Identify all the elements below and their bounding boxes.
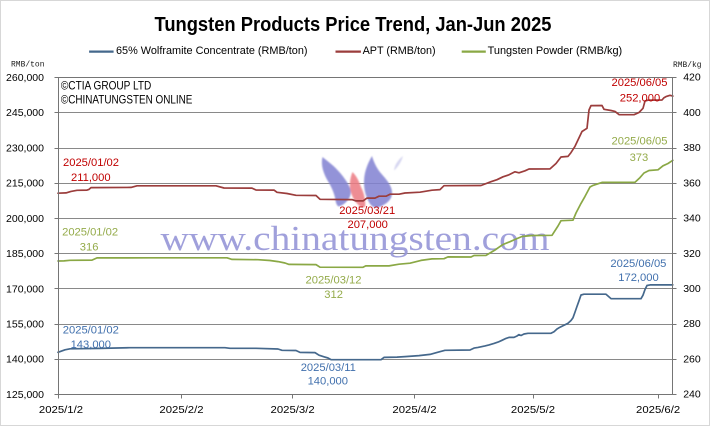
svg-text:312: 312 bbox=[324, 289, 343, 301]
svg-text:360: 360 bbox=[683, 177, 701, 189]
svg-text:155,000: 155,000 bbox=[6, 319, 44, 331]
svg-text:65% Wolframite Concentrate (RM: 65% Wolframite Concentrate (RMB/ton) bbox=[116, 45, 308, 57]
svg-text:200,000: 200,000 bbox=[6, 213, 44, 225]
svg-text:2025/5/2: 2025/5/2 bbox=[511, 404, 555, 416]
svg-text:140,000: 140,000 bbox=[308, 376, 348, 388]
svg-text:RMB/kg: RMB/kg bbox=[673, 60, 702, 70]
svg-text:2025/03/12: 2025/03/12 bbox=[306, 275, 362, 287]
svg-text:300: 300 bbox=[683, 283, 701, 295]
svg-text:280: 280 bbox=[683, 318, 701, 330]
svg-text:2025/01/02: 2025/01/02 bbox=[63, 324, 119, 336]
svg-text:2025/2/2: 2025/2/2 bbox=[159, 404, 203, 416]
svg-text:185,000: 185,000 bbox=[6, 248, 44, 260]
svg-text:125,000: 125,000 bbox=[6, 389, 44, 401]
svg-text:RMB/ton: RMB/ton bbox=[11, 59, 45, 69]
svg-text:170,000: 170,000 bbox=[6, 283, 44, 295]
svg-text:2025/3/2: 2025/3/2 bbox=[271, 404, 315, 416]
svg-text:207,000: 207,000 bbox=[347, 219, 387, 231]
svg-text:2025/03/11: 2025/03/11 bbox=[301, 362, 356, 374]
svg-text:211,000: 211,000 bbox=[71, 172, 111, 184]
svg-text:320: 320 bbox=[683, 248, 701, 260]
svg-text:140,000: 140,000 bbox=[6, 354, 44, 366]
svg-text:260,000: 260,000 bbox=[6, 72, 44, 84]
svg-text:316: 316 bbox=[80, 241, 99, 253]
svg-text:2025/06/05: 2025/06/05 bbox=[612, 136, 668, 148]
svg-text:373: 373 bbox=[630, 152, 649, 164]
svg-text:400: 400 bbox=[683, 107, 701, 119]
svg-text:2025/6/2: 2025/6/2 bbox=[636, 404, 680, 416]
svg-text:380: 380 bbox=[683, 142, 701, 154]
svg-text:2025/1/2: 2025/1/2 bbox=[39, 404, 83, 416]
svg-text:Tungsten Powder (RMB/kg): Tungsten Powder (RMB/kg) bbox=[488, 45, 623, 57]
svg-text:©CTIA GROUP LTD: ©CTIA GROUP LTD bbox=[61, 79, 152, 93]
svg-text:245,000: 245,000 bbox=[6, 107, 44, 119]
svg-text:©CHINATUNGSTEN ONLINE: ©CHINATUNGSTEN ONLINE bbox=[61, 92, 193, 106]
svg-text:2025/03/21: 2025/03/21 bbox=[339, 205, 395, 217]
svg-text:340: 340 bbox=[683, 213, 701, 225]
svg-text:2025/01/02: 2025/01/02 bbox=[63, 157, 119, 169]
svg-text:230,000: 230,000 bbox=[6, 142, 44, 154]
svg-text:260: 260 bbox=[683, 353, 701, 365]
svg-text:www.chinatungsten.com: www.chinatungsten.com bbox=[161, 220, 550, 258]
svg-text:2025/4/2: 2025/4/2 bbox=[392, 404, 436, 416]
svg-text:APT (RMB/ton): APT (RMB/ton) bbox=[363, 45, 436, 57]
svg-text:252,000: 252,000 bbox=[620, 93, 660, 105]
svg-text:Tungsten Products Price Trend,: Tungsten Products Price Trend, Jan-Jun 2… bbox=[155, 13, 552, 36]
svg-text:215,000: 215,000 bbox=[6, 178, 44, 190]
svg-text:172,000: 172,000 bbox=[618, 272, 658, 284]
svg-text:143,000: 143,000 bbox=[71, 339, 111, 351]
svg-text:2025/06/05: 2025/06/05 bbox=[610, 258, 666, 270]
svg-text:420: 420 bbox=[683, 72, 701, 84]
svg-text:2025/06/05: 2025/06/05 bbox=[612, 77, 668, 89]
svg-text:2025/01/02: 2025/01/02 bbox=[62, 227, 118, 239]
svg-text:240: 240 bbox=[683, 389, 701, 401]
